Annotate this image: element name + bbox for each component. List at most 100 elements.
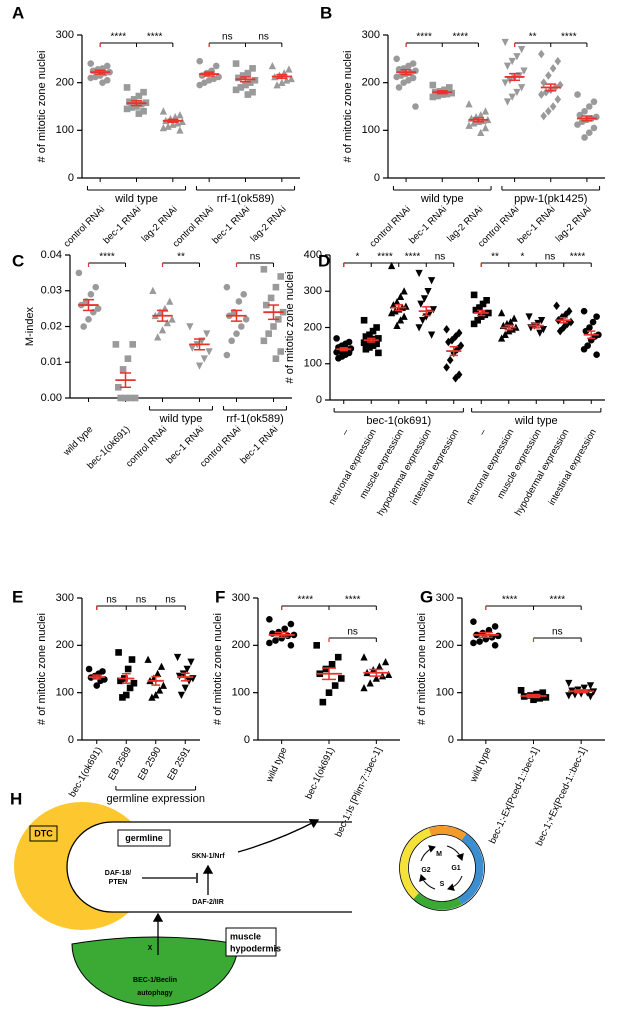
dot [424,287,432,296]
significance-label: ns [258,32,269,43]
dot [148,693,156,701]
dot [520,67,528,75]
ring-edge [399,825,485,911]
y-axis-label: # of mitotic zone nuclei [212,613,224,725]
dot [513,88,521,97]
dot [497,309,506,317]
significance-label: ns [106,595,117,606]
dot [455,328,463,338]
x-tick-label: EB 2590 [136,745,164,782]
dot [360,316,368,324]
dot [381,657,390,666]
chart-panel: D 0 100 200 300 400 # of mitotic zone nuclei be… [284,249,605,518]
dot [446,355,454,365]
y-tick-label: 200 [56,639,74,651]
dot [117,394,124,402]
dot [260,266,268,273]
dot [429,93,437,101]
dot [476,638,483,645]
dot [400,79,408,86]
phase-arc [457,833,484,905]
dot [140,107,147,115]
dot [140,88,147,96]
y-tick-label: 100 [362,124,380,136]
x-tick-label: bec-1 RNAi [238,424,280,466]
dot [590,98,598,106]
dot [232,86,240,94]
dot [85,316,92,323]
group-label: wild type [420,193,464,205]
y-tick-label: 300 [362,29,380,41]
dot [470,320,478,328]
dot [574,121,581,128]
dot [85,665,93,673]
y-tick-label: 300 [56,592,74,604]
dot [565,679,573,688]
dot [366,679,374,687]
cycle-arrow [446,845,464,861]
dot [244,69,252,77]
dot [505,327,513,335]
cycle-arrow [447,875,463,892]
dot [177,691,186,699]
x-tick-label: bec-1(ok691) [67,745,105,799]
x-tick-label: – [477,427,490,438]
significance-label: * [521,252,525,263]
dot [415,269,423,278]
dot [501,38,509,47]
dot [537,316,546,325]
dot [183,665,191,673]
dot [87,60,95,67]
significance-label: **** [405,252,421,263]
dot [360,683,368,692]
dot [223,283,231,291]
dot [235,298,243,305]
y-tick-label: 200 [56,77,74,89]
dot [438,91,446,98]
dot [240,291,248,298]
dot [362,333,370,340]
dot [427,277,436,285]
x-tick-label: EB 2591 [165,745,193,782]
dtc-box [29,825,58,842]
y-tick-label: 0 [448,734,454,746]
x-tick-label: bec-1 RNAi [101,204,143,246]
dot [287,74,295,83]
dot [565,692,573,700]
dot [508,57,516,66]
y-axis-label: M-index [24,306,36,346]
dot [242,81,249,89]
dot [369,327,377,335]
y-tick-label: 400 [304,249,322,261]
dot [181,684,189,692]
y-tick-label: 200 [436,639,454,651]
dot [477,128,485,137]
dot [441,86,448,94]
x-tick-label: lag-2 RNAi [554,204,594,244]
dot [375,662,384,670]
autophagy-label: autophagy [137,990,172,997]
dot [556,326,564,336]
dot [581,107,588,115]
y-tick-label: 100 [56,687,74,699]
dot [133,103,140,110]
chart-panel: A 0 100 200 300 # of mitotic zone nuclei wild … [12,3,300,250]
dot [277,273,285,280]
dot [580,684,588,692]
dot [249,88,256,96]
x-tick-label: bec-1;+Ex[Pced-1::bec-1] [534,746,589,848]
dot [445,337,452,347]
dot [387,261,396,270]
dot [553,301,560,311]
dot [476,304,483,311]
dot [393,73,400,81]
dot [385,670,393,678]
y-axis-label: # of mitotic zone nuclei [36,613,48,725]
dot [501,330,509,339]
dot [277,348,285,355]
dot [119,694,126,701]
dot [443,325,450,334]
significance-label: **** [111,32,127,43]
dot [124,665,132,673]
dot [470,618,477,625]
